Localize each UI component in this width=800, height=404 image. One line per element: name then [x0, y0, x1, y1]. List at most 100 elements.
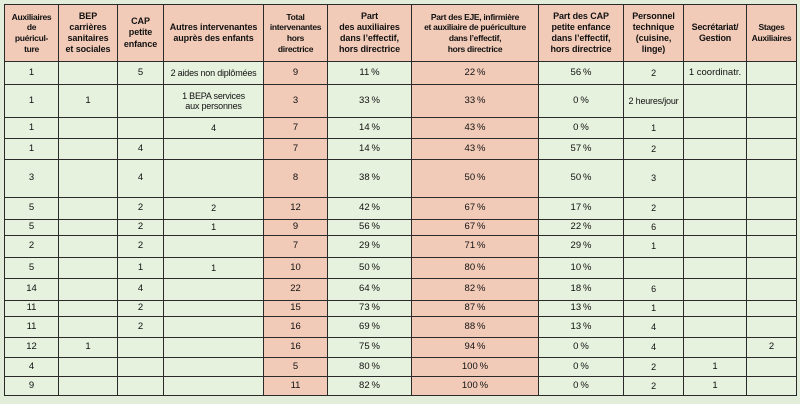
table-cell: 1 — [623, 300, 684, 317]
table-cell — [746, 219, 797, 236]
table-cell: 75 % — [327, 337, 412, 358]
table-cell — [683, 300, 747, 317]
table-cell: 13 % — [538, 316, 624, 338]
table-cell: 1 — [4, 117, 59, 139]
table-cell: 5 — [4, 219, 59, 236]
table-cell — [58, 257, 118, 279]
table-cell: 2 — [623, 61, 684, 85]
table-cell — [746, 197, 797, 220]
table-cell — [58, 376, 118, 396]
table-cell — [163, 316, 264, 338]
table-cell: 33 % — [327, 84, 412, 118]
table-row: 1 4 7 14 % 43 % 57 % 2 — [4, 138, 797, 160]
column-header-part-auxiliaires: Part des auxiliaires dans l’effectif, ho… — [327, 4, 412, 62]
table-row: 9 11 82 % 100 % 0 % 2 1 — [4, 376, 797, 396]
table-cell: 4 — [117, 278, 164, 301]
table-cell: 73 % — [327, 300, 412, 317]
staff-statistics-table: Auxiliaires de puéricul- ture BEP carrièr… — [4, 4, 797, 396]
table-cell — [746, 257, 797, 279]
table-cell: 67 % — [411, 219, 539, 236]
table-cell: 1 — [4, 61, 59, 85]
table-cell: 1 — [683, 376, 747, 396]
table-cell: 4 — [623, 316, 684, 338]
table-cell: 7 — [263, 138, 328, 160]
table-cell — [746, 84, 797, 118]
table-cell: 7 — [263, 235, 328, 258]
table-cell: 11 — [4, 316, 59, 338]
table-cell: 50 % — [538, 159, 624, 198]
column-header-personnel-technique: Personnel technique (cuisine, linge) — [623, 4, 684, 62]
table-cell — [746, 300, 797, 317]
table-cell: 16 — [263, 316, 328, 338]
table-cell: 10 % — [538, 257, 624, 279]
table-cell: 0 % — [538, 376, 624, 396]
table-cell: 5 — [263, 357, 328, 377]
table-cell: 38 % — [327, 159, 412, 198]
table-cell: 1 BEPA services aux personnes — [163, 84, 264, 118]
table-cell — [163, 300, 264, 317]
table-cell: 2 — [117, 300, 164, 317]
table-cell: 29 % — [327, 235, 412, 258]
table-cell — [746, 316, 797, 338]
table-cell: 8 — [263, 159, 328, 198]
table-row: 11 2 15 73 % 87 % 13 % 1 — [4, 300, 797, 317]
column-header-stages-auxiliaires: Stages Auxiliaires — [746, 4, 797, 62]
table-cell: 14 — [4, 278, 59, 301]
table-cell: 33 % — [411, 84, 539, 118]
column-header-total-intervenantes: Total intervenantes hors directrice — [263, 4, 328, 62]
table-cell: 11 % — [327, 61, 412, 85]
table-cell: 9 — [263, 219, 328, 236]
table-cell: 3 — [4, 159, 59, 198]
table-cell: 4 — [117, 159, 164, 198]
column-header-bep-carrieres: BEP carrières sanitaires et sociales — [58, 4, 118, 62]
table-cell — [117, 117, 164, 139]
table-cell — [58, 219, 118, 236]
table-cell: 69 % — [327, 316, 412, 338]
table-cell: 1 coordinatr. — [683, 61, 747, 85]
table-cell: 12 — [263, 197, 328, 220]
table-cell: 2 heures/jour — [623, 84, 684, 118]
table-cell: 1 — [683, 357, 747, 377]
table-cell: 4 — [4, 357, 59, 377]
table-cell: 82 % — [327, 376, 412, 396]
table-cell: 29 % — [538, 235, 624, 258]
table-cell: 6 — [623, 219, 684, 236]
table-cell: 22 % — [411, 61, 539, 85]
table-cell: 14 % — [327, 138, 412, 160]
table-cell: 1 — [58, 84, 118, 118]
table-cell — [58, 117, 118, 139]
table-cell — [163, 278, 264, 301]
table-cell: 67 % — [411, 197, 539, 220]
table-cell: 50 % — [411, 159, 539, 198]
table-row: 5 1 1 10 50 % 80 % 10 % — [4, 257, 797, 279]
table-cell: 1 — [4, 84, 59, 118]
table-cell: 2 — [4, 235, 59, 258]
table-row: 5 2 1 9 56 % 67 % 22 % 6 — [4, 219, 797, 236]
table-cell: 2 — [746, 337, 797, 358]
table-row: 11 2 16 69 % 88 % 13 % 4 — [4, 316, 797, 338]
table-cell — [58, 316, 118, 338]
table-cell: 13 % — [538, 300, 624, 317]
table-cell: 1 — [623, 117, 684, 139]
table-cell: 11 — [263, 376, 328, 396]
table-cell — [623, 257, 684, 279]
table-cell — [746, 235, 797, 258]
table-cell — [683, 337, 747, 358]
table-cell — [683, 316, 747, 338]
table-cell — [163, 159, 264, 198]
table-cell: 1 — [58, 337, 118, 358]
table-cell — [746, 376, 797, 396]
table-cell: 22 — [263, 278, 328, 301]
table-cell — [58, 61, 118, 85]
table-cell — [58, 138, 118, 160]
table-cell — [58, 197, 118, 220]
table-cell — [163, 337, 264, 358]
table-cell: 5 — [4, 257, 59, 279]
table-cell: 17 % — [538, 197, 624, 220]
table-cell — [58, 278, 118, 301]
table-cell: 15 — [263, 300, 328, 317]
table-cell — [683, 159, 747, 198]
